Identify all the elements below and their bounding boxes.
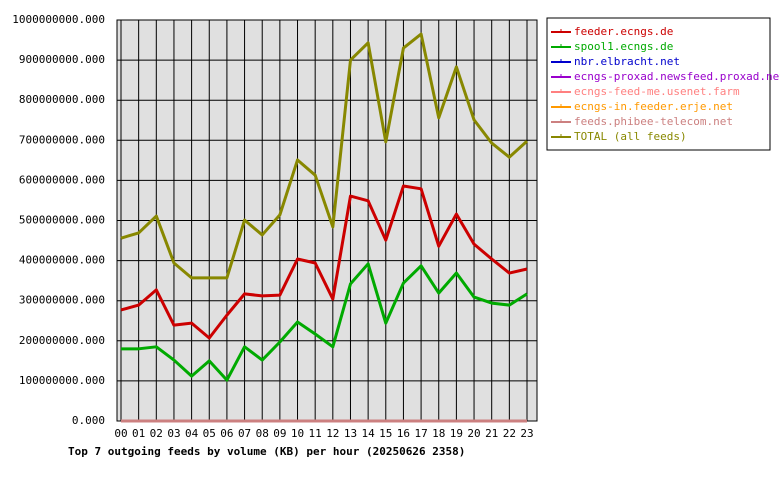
- x-tick-label: 15: [379, 427, 392, 440]
- y-tick-label: 400000000.000: [19, 254, 105, 267]
- y-tick-label: 200000000.000: [19, 334, 105, 347]
- x-tick-label: 03: [167, 427, 180, 440]
- legend-label: spool1.ecngs.de: [574, 40, 673, 53]
- x-tick-label: 01: [132, 427, 145, 440]
- x-tick-label: 13: [344, 427, 357, 440]
- x-tick-label: 19: [450, 427, 463, 440]
- y-tick-label: 300000000.000: [19, 294, 105, 307]
- y-tick-label: 900000000.000: [19, 53, 105, 66]
- series-line: [120, 184, 528, 340]
- legend-label: ecngs-in.feeder.erje.net: [574, 100, 733, 113]
- y-tick-label: 500000000.000: [19, 214, 105, 227]
- y-tick-label: 0.000: [72, 414, 105, 427]
- legend-label: feeds.phibee-telecom.net: [574, 115, 733, 128]
- x-tick-label: 21: [485, 427, 498, 440]
- y-tick-label: 1000000000.000: [12, 13, 105, 26]
- series-line: [120, 32, 529, 280]
- y-tick-label: 600000000.000: [19, 173, 105, 186]
- x-tick-label: 20: [467, 427, 480, 440]
- x-tick-label: 08: [256, 427, 269, 440]
- y-tick-label: 800000000.000: [19, 93, 105, 106]
- x-tick-label: 22: [503, 427, 516, 440]
- legend-label: feeder.ecngs.de: [574, 25, 673, 38]
- x-tick-label: 09: [273, 427, 286, 440]
- x-tick-label: 23: [520, 427, 533, 440]
- series-line: [121, 262, 528, 382]
- legend-label: nbr.elbracht.net: [574, 55, 680, 68]
- legend-label: ecngs-feed-me.usenet.farm: [574, 85, 740, 98]
- x-tick-label: 11: [309, 427, 322, 440]
- x-tick-label: 06: [220, 427, 233, 440]
- legend-box: [546, 17, 771, 151]
- x-tick-label: 00: [114, 427, 127, 440]
- x-tick-label: 14: [362, 427, 376, 440]
- x-tick-label: 10: [291, 427, 304, 440]
- x-tick-label: 02: [150, 427, 163, 440]
- x-tick-label: 17: [414, 427, 427, 440]
- x-tick-label: 18: [432, 427, 445, 440]
- x-tick-label: 04: [185, 427, 199, 440]
- chart-title: Top 7 outgoing feeds by volume (KB) per …: [68, 445, 465, 458]
- y-tick-label: 100000000.000: [19, 374, 105, 387]
- legend-label: ecngs-proxad.newsfeed.proxad.net: [574, 70, 780, 83]
- y-tick-label: 700000000.000: [19, 133, 105, 146]
- x-tick-label: 05: [203, 427, 216, 440]
- legend-label: TOTAL (all feeds): [574, 130, 687, 143]
- x-tick-label: 12: [326, 427, 339, 440]
- x-tick-label: 07: [238, 427, 251, 440]
- x-tick-label: 16: [397, 427, 410, 440]
